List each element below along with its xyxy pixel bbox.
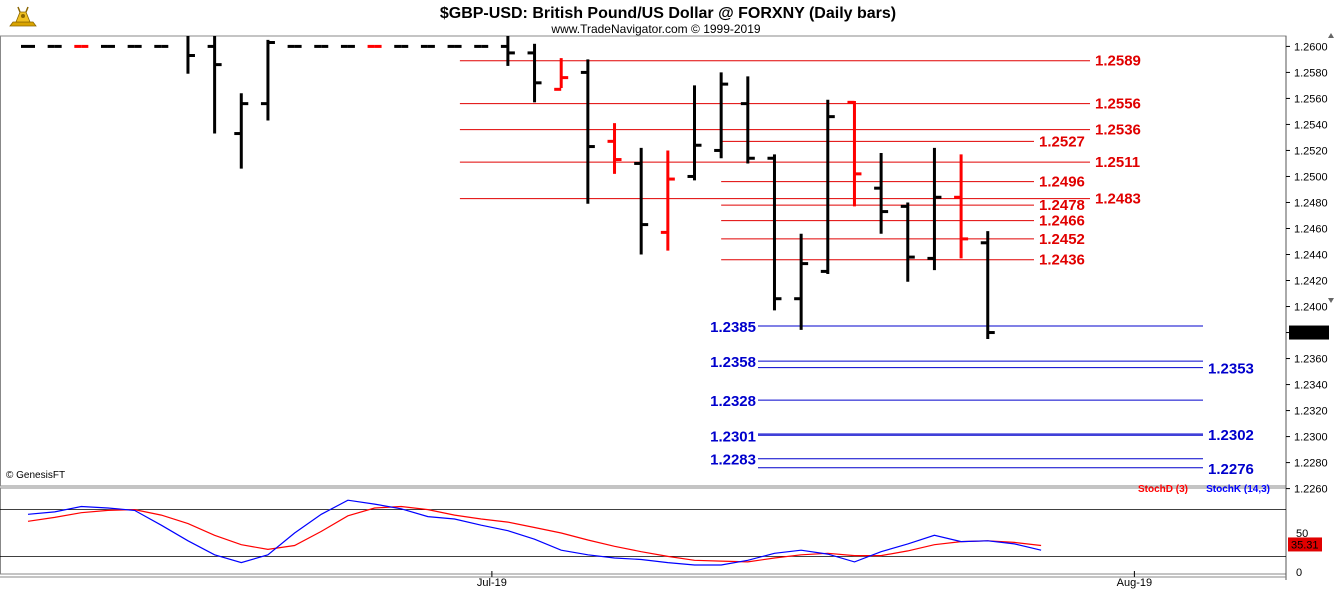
support-label: 1.2358: [710, 354, 756, 371]
support-label: 1.2302: [1208, 427, 1254, 444]
resistance-label: 1.2589: [1095, 53, 1141, 70]
price-axis-tick-label: 1.2440: [1294, 249, 1328, 261]
ohlc-bar: [580, 59, 595, 204]
price-axis-tick-label: 1.2580: [1294, 67, 1328, 79]
price-axis-tick-label: 1.2280: [1294, 458, 1328, 470]
time-axis-tick-label: Aug-19: [1117, 577, 1152, 589]
genesis-watermark: © GenesisFT: [6, 470, 65, 481]
ohlc-bar: [900, 202, 915, 282]
price-axis-tick-label: 1.2300: [1294, 432, 1328, 444]
ohlc-bar: [500, 36, 515, 66]
ohlc-bar: [234, 93, 249, 169]
price-axis-tick-label: 1.2260: [1294, 484, 1328, 496]
ohlc-bar: [740, 76, 755, 164]
website-credit: www.TradeNavigator.com © 1999-2019: [550, 22, 760, 36]
resistance-label: 1.2496: [1039, 174, 1085, 191]
ohlc-bar: [527, 43, 542, 103]
ohlc-bar: [954, 154, 969, 259]
price-axis-tick-label: 1.2480: [1294, 197, 1328, 209]
ohlc-bar: [634, 147, 649, 255]
ohlc-bar: [820, 99, 835, 275]
price-axis-tick-label: 1.2400: [1294, 302, 1328, 314]
logo-bull-icon: [9, 6, 37, 27]
resistance-label: 1.2452: [1039, 231, 1085, 248]
support-label: 1.2385: [710, 319, 756, 336]
ohlc-bar: [847, 100, 862, 207]
resistance-label: 1.2556: [1095, 96, 1141, 113]
stoch-axis-label: 50: [1296, 528, 1308, 540]
support-label: 1.2283: [710, 452, 756, 469]
ohlc-bar: [980, 231, 995, 340]
stoch-last-value: 35.31: [1291, 539, 1319, 551]
support-label: 1.2276: [1208, 461, 1254, 478]
resistance-label: 1.2527: [1039, 133, 1085, 150]
ohlc-bar: [687, 85, 702, 181]
time-axis-tick-label: Jul-19: [477, 577, 507, 589]
resistance-label: 1.2436: [1039, 252, 1085, 269]
last-price-tag: [1289, 325, 1329, 340]
ohlc-bar: [714, 72, 729, 159]
price-axis-tick-label: 1.2540: [1294, 119, 1328, 131]
ohlc-bar: [660, 150, 675, 251]
price-axis-tick-label: 1.2360: [1294, 354, 1328, 366]
ohlc-bar: [767, 154, 782, 311]
stoch-panel-frame: [0, 487, 1287, 575]
price-axis-tick-label: 1.2460: [1294, 223, 1328, 235]
resistance-label: 1.2478: [1039, 197, 1085, 214]
price-axis-tick-label: 1.2600: [1294, 41, 1328, 53]
resistance-label: 1.2466: [1039, 213, 1085, 230]
ohlc-bar: [554, 58, 569, 91]
price-axis-tick-label: 1.2500: [1294, 171, 1328, 183]
price-axis-tick-label: 1.2340: [1294, 380, 1328, 392]
last-price-label: 1.2380: [1291, 328, 1325, 340]
price-axis-tick-label: 1.2560: [1294, 93, 1328, 105]
scroll-down-icon[interactable]: [1328, 298, 1334, 303]
legend-stochd: StochD (3): [1138, 484, 1188, 495]
ohlc-bar: [260, 39, 275, 121]
scroll-up-icon[interactable]: [1328, 33, 1334, 38]
stochk-line: [27, 499, 1042, 566]
resistance-label: 1.2536: [1095, 122, 1141, 139]
legend-stochk: StochK (14,3): [1206, 484, 1270, 495]
support-label: 1.2328: [710, 393, 756, 410]
ohlc-bar: [607, 123, 622, 174]
support-label: 1.2353: [1208, 361, 1254, 378]
ohlc-bar: [874, 153, 889, 234]
stochd-line: [27, 505, 1042, 563]
ohlc-bar: [186, 36, 195, 74]
ohlc-bar: [927, 147, 942, 271]
support-label: 1.2301: [710, 428, 756, 445]
price-axis-tick-label: 1.2320: [1294, 406, 1328, 418]
resistance-label: 1.2511: [1095, 154, 1140, 171]
ohlc-bar: [207, 36, 222, 134]
ohlc-bar: [794, 233, 809, 330]
price-axis-tick-label: 1.2520: [1294, 145, 1328, 157]
price-axis-tick-label: 1.2420: [1294, 276, 1328, 288]
chart-title: $GBP-USD: British Pound/US Dollar @ FORX…: [440, 5, 896, 22]
stoch-axis-label: 0: [1296, 567, 1302, 579]
stoch-last-tag: [1288, 537, 1322, 552]
resistance-label: 1.2483: [1095, 191, 1141, 208]
